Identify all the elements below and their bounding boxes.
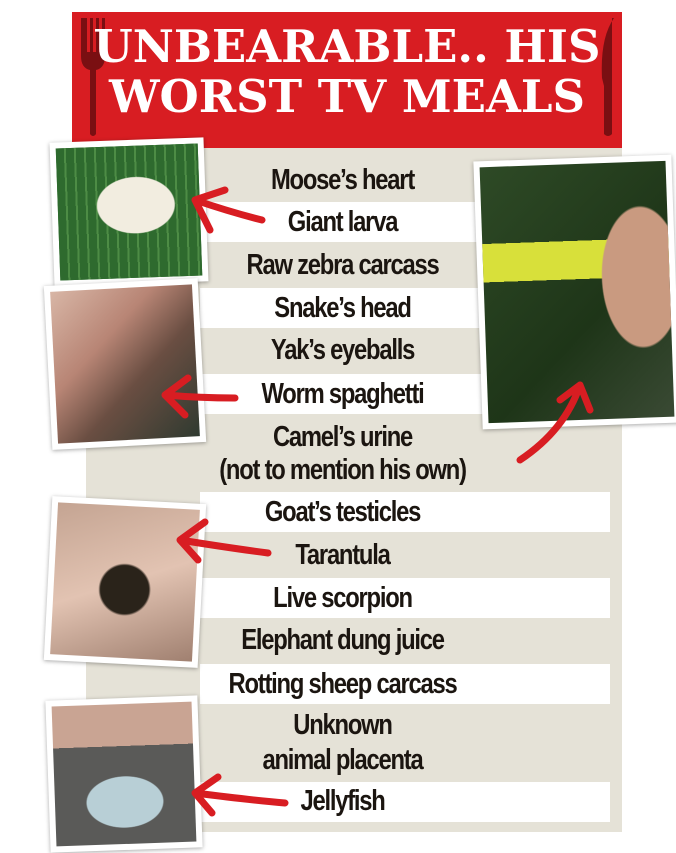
arrow-worm-spaghetti [161, 374, 239, 419]
row-stripe [200, 578, 610, 618]
meal-item: Yak’s eyeballs [270, 334, 415, 366]
meal-item: Goat’s testicles [264, 496, 421, 528]
meal-item: Raw zebra carcass [246, 249, 440, 281]
meal-item: animal placenta [262, 744, 424, 776]
meal-item: Elephant dung juice [241, 624, 445, 656]
arrow-tarantula [176, 518, 272, 564]
meal-item: Giant larva [287, 206, 399, 238]
title-banner [72, 12, 622, 148]
meal-item: Snake’s head [274, 292, 412, 324]
arrow-jellyfish [191, 773, 289, 817]
title-line-1: UNBEARABLE.. HIS [93, 20, 601, 73]
meal-item: Worm spaghetti [261, 378, 424, 410]
knife-icon [601, 18, 614, 136]
meal-item: (not to mention his own) [219, 454, 467, 486]
title-line-2: WORST TV MEALS [108, 70, 585, 123]
meal-item: Tarantula [295, 539, 390, 571]
meal-item: Rotting sheep carcass [228, 668, 458, 700]
meal-item: Unknown [293, 709, 393, 741]
row-stripe [200, 664, 610, 704]
meal-item: Camel’s urine [272, 421, 413, 453]
meal-item: Live scorpion [273, 582, 413, 614]
arrows-layer [161, 186, 594, 817]
row-stripe [200, 492, 610, 532]
meal-item: Jellyfish [300, 785, 385, 817]
arrow-camel-urine [516, 381, 594, 464]
meal-item: Moose’s heart [270, 164, 415, 196]
fork-icon [81, 18, 105, 136]
arrow-giant-larva [191, 186, 266, 234]
